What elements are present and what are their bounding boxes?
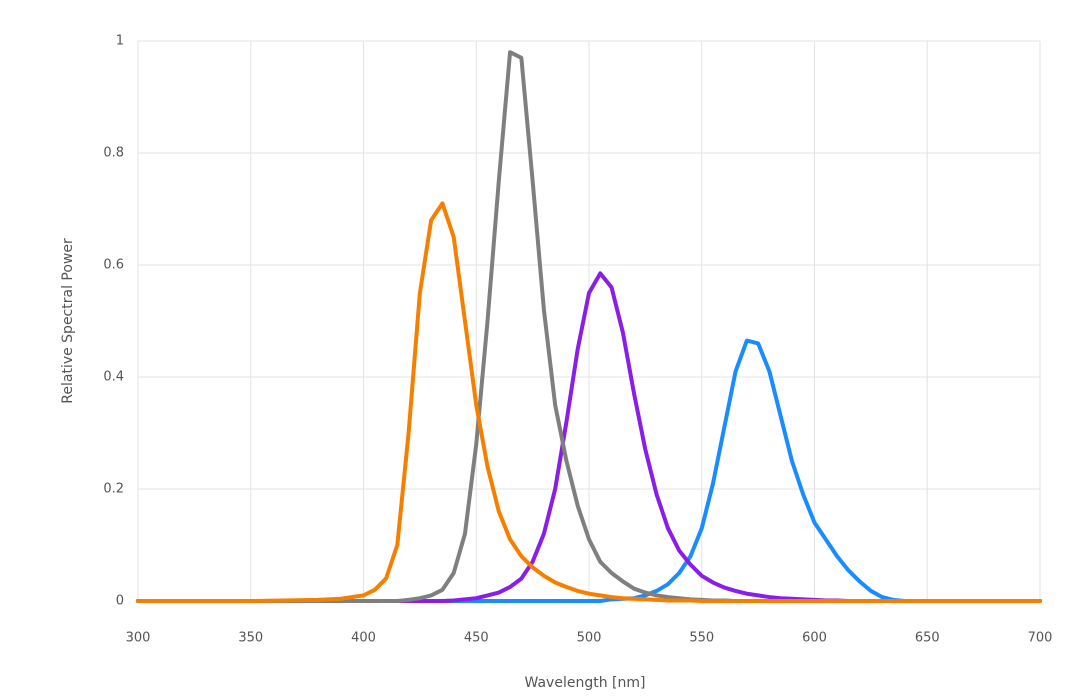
y-tick-label: 0.2	[103, 482, 124, 497]
y-tick-label: 0.4	[103, 370, 124, 385]
x-tick-label: 350	[238, 631, 263, 646]
y-tick-label: 0.6	[103, 258, 124, 273]
series-line	[136, 201, 1042, 603]
x-tick-label: 500	[577, 631, 602, 646]
x-tick-label: 300	[126, 631, 151, 646]
x-tick-label: 700	[1028, 631, 1053, 646]
x-tick-label: 550	[689, 631, 714, 646]
x-tick-label: 450	[464, 631, 489, 646]
x-axis-label: Wavelength [nm]	[525, 675, 646, 691]
x-tick-label: 650	[915, 631, 940, 646]
y-tick-label: 1	[116, 34, 124, 49]
y-tick-label: 0.8	[103, 146, 124, 161]
x-tick-label: 600	[802, 631, 827, 646]
y-axis-label: Relative Spectral Power	[60, 238, 76, 404]
y-tick-label: 0	[116, 594, 124, 609]
x-tick-label: 400	[351, 631, 376, 646]
